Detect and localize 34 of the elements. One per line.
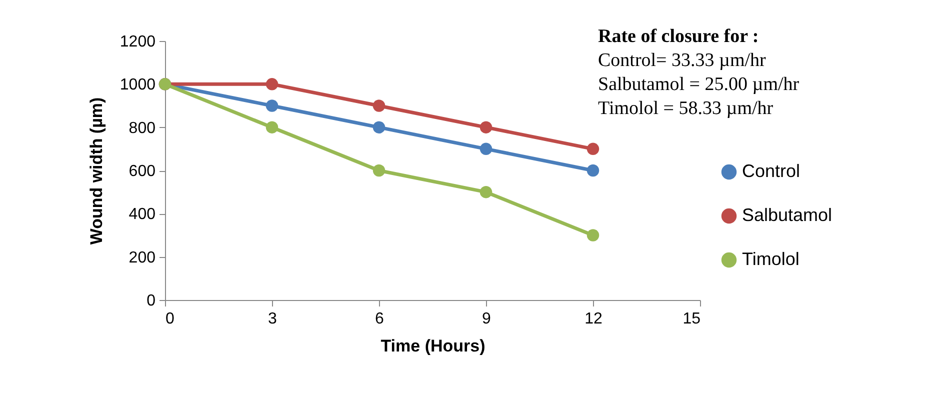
annotation: Control= 33.33 µm/hr xyxy=(598,50,767,71)
legend-label: Timolol xyxy=(742,249,800,269)
point xyxy=(480,142,492,156)
legend-label: Control xyxy=(742,161,800,181)
point xyxy=(586,164,600,177)
x-tick-label: 0 xyxy=(166,310,174,328)
point xyxy=(586,229,600,242)
x-tick-label: 12 xyxy=(584,310,602,328)
y-tick-label: 800 xyxy=(128,120,156,137)
point xyxy=(266,121,278,134)
y-axis-title: Wound width (µm) xyxy=(86,97,106,245)
point xyxy=(480,186,492,198)
x-tick-label: 3 xyxy=(268,310,278,328)
x-tick-label: 15 xyxy=(682,310,701,328)
legend-label: Salbutamol xyxy=(742,205,832,225)
point xyxy=(372,164,386,177)
point xyxy=(480,121,492,134)
annotation: Rate of closure for : xyxy=(598,26,759,47)
point xyxy=(586,142,600,156)
y-tick-label: 1000 xyxy=(120,76,156,94)
y-tick-label: 0 xyxy=(146,292,156,310)
y-tick-label: 400 xyxy=(128,206,156,224)
annotation: Salbutamol = 25.00 µm/hr xyxy=(598,74,800,95)
y-tick-label: 600 xyxy=(128,163,156,180)
y-tick-label: 1200 xyxy=(120,34,156,50)
point xyxy=(372,100,386,112)
point xyxy=(266,78,278,90)
annotation: Timolol = 58.33 µm/hr xyxy=(598,98,774,119)
y-tick-label: 200 xyxy=(128,249,156,266)
x-axis-title: Time (Hours) xyxy=(380,336,486,356)
x-tick-label: 9 xyxy=(482,310,492,328)
x-tick-label: 6 xyxy=(375,310,384,328)
point xyxy=(372,121,386,134)
point xyxy=(266,100,278,112)
